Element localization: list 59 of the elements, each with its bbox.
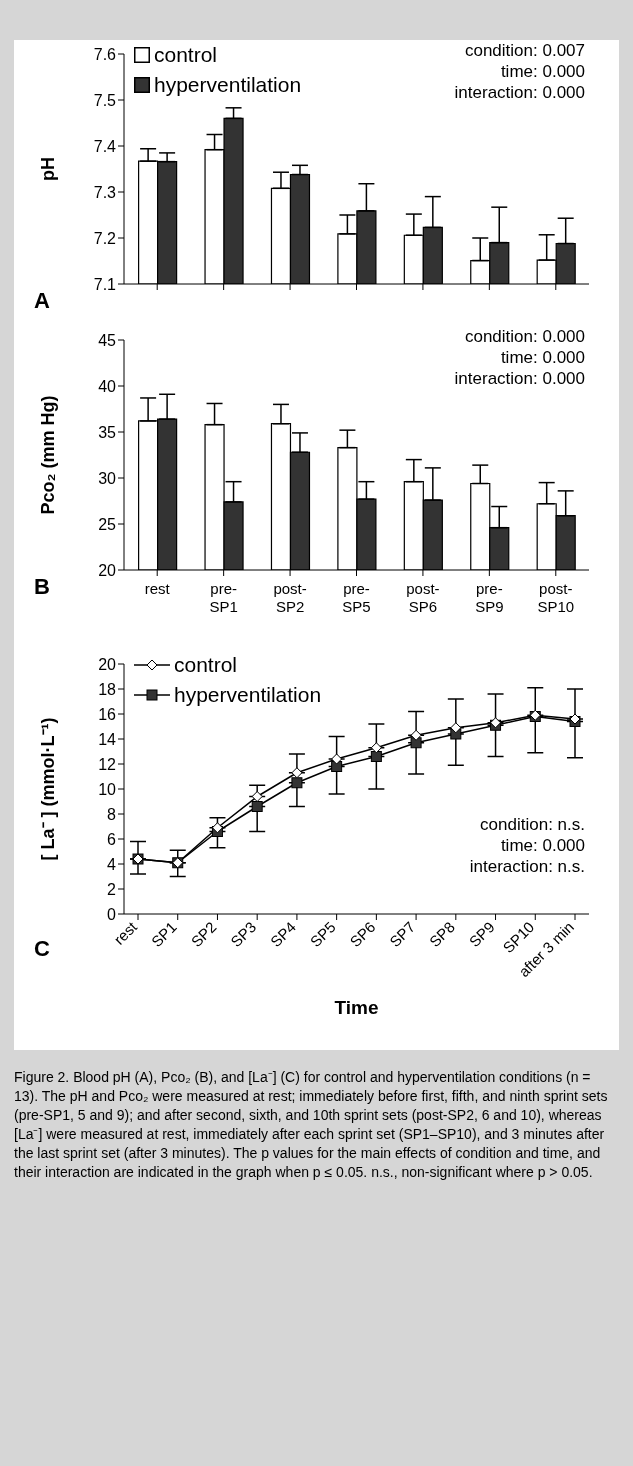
y-tick-label: 7.2 [93,229,117,247]
y-tick-label: 16 [98,705,117,723]
y-tick-label: 7.4 [93,137,117,155]
y-tick-label: 35 [98,423,117,441]
text: B [34,574,50,600]
y-tick-label: 4 [107,855,117,873]
caption: Figure 2. Blood pH (A), Pco₂ (B), and [La⁻] (C) for control and hyperventilation conditions (n = 13). The pH and Pco₂ were measured at rest; immediately before first, fifth, and ninth sprint sets (pre-SP1, 5 and 9); and after second, sixth, and 10th sprint sets (post-SP2, 6 and 10), whereas [La⁻] were measured at rest, immediately after each sprint set (SP1–SP10), and 3 minutes after the last sprint set (after 3 minutes). The p values for the main effects of condition and time, and their interaction are indicated in the graph when p ≤ 0.05. n.s., non-significant where p > 0.05. [14,1068,609,1182]
x-tick-label: SP8 [425,918,458,951]
y-tick-label: 12 [98,755,117,773]
y-tick-label: 7.5 [93,91,117,109]
y-tick-label: 18 [98,680,117,698]
y-tick-label: 40 [98,377,117,395]
y-axis-title: [ La⁻ ] (mmol·L⁻¹) [38,717,59,861]
annotation: time: 0.000 [499,347,585,368]
x-tick-label: pre-SP1 [209,580,238,615]
x-tick-label: post-SP2 [273,580,307,615]
annotation: condition: 0.007 [463,40,585,61]
legend-label: hyperventilation [154,72,302,98]
annotation: time: 0.000 [499,835,585,856]
y-tick-label: 25 [98,515,117,533]
annotation: interaction: n.s. [469,856,585,877]
x-tick-label: pre-SP5 [342,580,371,615]
x-tick-label: SP4 [266,918,300,951]
y-tick-label: 14 [98,730,117,748]
y-axis-title: pH [38,157,59,181]
x-tick-label: SP5 [306,918,339,951]
legend-label: hyperventilation [174,682,322,708]
x-tick-label: rest [144,580,171,597]
x-tick-label: SP3 [227,918,260,951]
annotation: condition: n.s. [479,814,585,835]
y-tick-label: 2 [107,880,117,898]
text: C [34,936,50,962]
y-tick-label: 7.6 [93,45,117,63]
y-tick-label: 45 [98,331,117,349]
y-tick-label: 8 [107,805,117,823]
x-tick-label: SP9 [465,918,498,951]
annotation: condition: 0.000 [463,326,585,347]
text: A [34,288,50,314]
y-tick-label: 0 [107,905,117,923]
x-axis-title: Time [334,997,379,1018]
y-tick-label: 20 [98,561,117,579]
annotation: interaction: 0.000 [454,82,585,103]
y-tick-label: 10 [98,780,117,798]
x-tick-label: SP6 [346,918,379,951]
x-tick-label: post-SP10 [537,580,575,615]
annotation: time: 0.000 [499,61,585,82]
y-tick-label: 7.3 [93,183,117,201]
y-axis-title: Pco₂ (mm Hg) [38,395,59,515]
legend-label: control [174,652,238,678]
x-tick-label: pre-SP9 [475,580,504,615]
y-tick-label: 20 [98,655,117,673]
x-tick-label: SP1 [147,918,180,951]
x-tick-label: SP2 [187,918,220,951]
x-tick-label: post-SP6 [406,580,440,615]
y-tick-label: 6 [107,830,117,848]
y-tick-label: 30 [98,469,117,487]
y-tick-label: 7.1 [93,275,117,293]
annotation: interaction: 0.000 [454,368,585,389]
legend-label: control [154,42,218,68]
